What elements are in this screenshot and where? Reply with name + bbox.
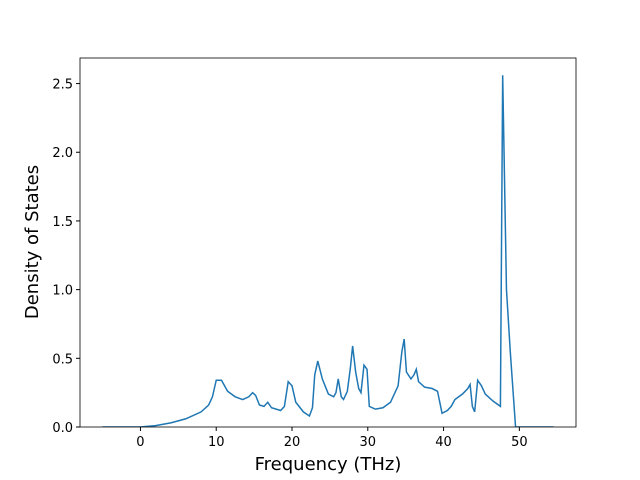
x-tick-label: 30 (360, 435, 377, 450)
line (102, 75, 554, 427)
y-tick-label: 1.0 (52, 284, 73, 299)
x-tick-label: 20 (284, 435, 301, 450)
y-tick-label: 0.0 (52, 421, 73, 436)
y-axis-label: Density of States (22, 165, 43, 319)
x-tick-label: 50 (511, 435, 528, 450)
plot-frame (79, 57, 577, 428)
y-tick-label: 2.0 (52, 146, 73, 161)
x-tick-label: 40 (435, 435, 452, 450)
x-axis-label: Frequency (THz) (255, 454, 402, 475)
y-tick-label: 1.5 (52, 215, 73, 230)
y-tick-label: 0.5 (52, 352, 73, 367)
x-tick-label: 0 (136, 435, 144, 450)
y-tick-label: 2.5 (52, 78, 73, 93)
x-tick-label: 10 (208, 435, 225, 450)
